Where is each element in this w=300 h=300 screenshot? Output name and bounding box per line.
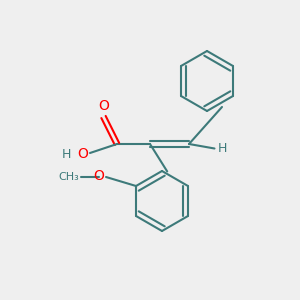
Text: H: H (218, 142, 227, 155)
Text: O: O (78, 148, 88, 161)
Text: O: O (94, 169, 104, 182)
Text: H: H (62, 148, 71, 161)
Text: CH₃: CH₃ (58, 172, 79, 182)
Text: O: O (98, 99, 109, 113)
